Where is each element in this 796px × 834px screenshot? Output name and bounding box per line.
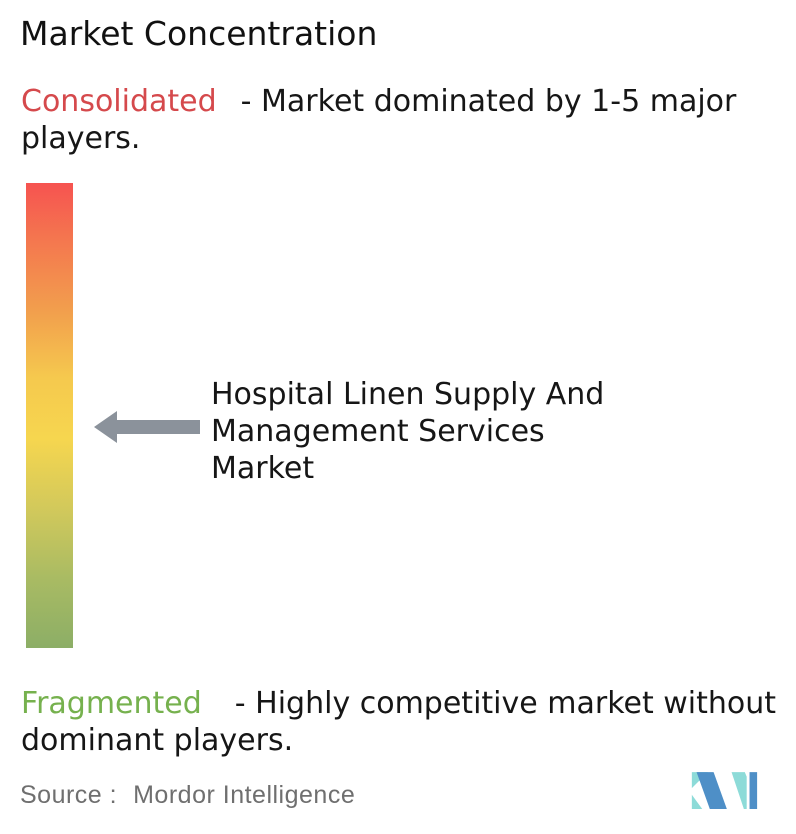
logo-shape-blue-right-bar <box>749 772 758 809</box>
page-title: Market Concentration <box>20 14 378 53</box>
arrow-left-shape <box>94 411 200 443</box>
market-name-label: Hospital Linen Supply And Management Ser… <box>211 377 605 486</box>
source-label: Source : <box>20 781 118 809</box>
consolidated-term: Consolidated <box>21 84 217 119</box>
source-attribution: Source : Mordor Intelligence <box>20 781 355 810</box>
arrow-left-icon <box>94 411 200 443</box>
fragmented-section: Fragmented - Highly competitive market wi… <box>21 685 796 759</box>
consolidated-section: Consolidated - Market dominated by 1-5 ma… <box>21 83 796 157</box>
mordor-intelligence-logo <box>691 772 758 809</box>
logo-shape-teal-right-band <box>731 772 747 809</box>
consolidated-description: - Market dominated by 1-5 major players. <box>21 84 737 156</box>
source-value: Mordor Intelligence <box>133 781 356 809</box>
logo-shape-teal-bottom-left <box>691 794 703 809</box>
concentration-gradient-bar <box>26 183 73 648</box>
fragmented-description: - Highly competitive market without domi… <box>21 686 777 758</box>
logo-shape-blue-diagonal <box>696 772 727 809</box>
fragmented-term: Fragmented <box>21 686 202 721</box>
